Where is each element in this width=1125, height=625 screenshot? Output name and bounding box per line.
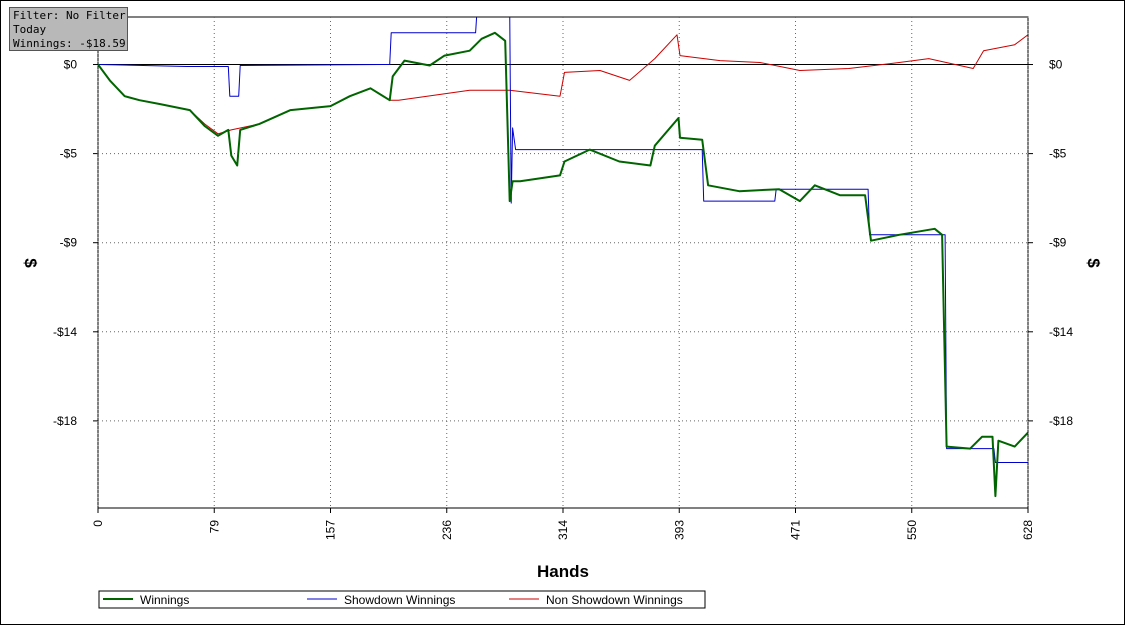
lines: [98, 17, 1028, 498]
y2-tick-label: -$5: [1049, 147, 1067, 161]
info-line: Winnings: -$18.59: [13, 37, 126, 50]
legend-entries: Winnings Showdown Winnings Non Showdown Wi…: [103, 593, 683, 607]
y-axis-label: $: [21, 258, 40, 268]
x-tick-label: 236: [440, 520, 454, 540]
series-line: [98, 17, 1028, 463]
legend-label: Winnings: [140, 593, 189, 607]
legend-label: Showdown Winnings: [344, 593, 455, 607]
y-tick-label: -$5: [60, 147, 78, 161]
x-axis-label: Hands: [537, 562, 589, 581]
info-line: Today: [13, 23, 46, 36]
y-tick-label: $0: [64, 58, 78, 72]
y2-tick-label: -$18: [1049, 414, 1073, 428]
y2-tick-label: -$9: [1049, 236, 1067, 250]
grid: $0 $0 -$5 -$5 -$9 -$9 -$14 -$14 -$18 -$18 0 79 157 23…: [53, 17, 1073, 540]
x-tick-label: 471: [789, 520, 803, 540]
y-tick-label: -$18: [53, 414, 77, 428]
x-tick-label: 79: [207, 520, 221, 534]
x-tick-label: 628: [1021, 520, 1035, 540]
plot-area: [97, 16, 1029, 509]
x-tick-label: 157: [324, 520, 338, 540]
series-line: [98, 31, 1028, 498]
y-tick-label: -$9: [60, 236, 78, 250]
x-tick-label: 393: [672, 520, 686, 540]
y2-tick-label: -$14: [1049, 325, 1073, 339]
x-tick-label: 550: [905, 520, 919, 540]
y-tick-label: -$14: [53, 325, 77, 339]
x-tick-label: 314: [556, 520, 570, 540]
info-line: Filter: No Filter: [13, 9, 126, 22]
y2-axis-label: $: [1084, 258, 1103, 268]
y2-tick-label: $0: [1049, 58, 1063, 72]
info-box: [9, 7, 128, 51]
x-tick-label: 0: [91, 520, 105, 527]
legend-label: Non Showdown Winnings: [546, 593, 683, 607]
legend: [98, 590, 706, 609]
